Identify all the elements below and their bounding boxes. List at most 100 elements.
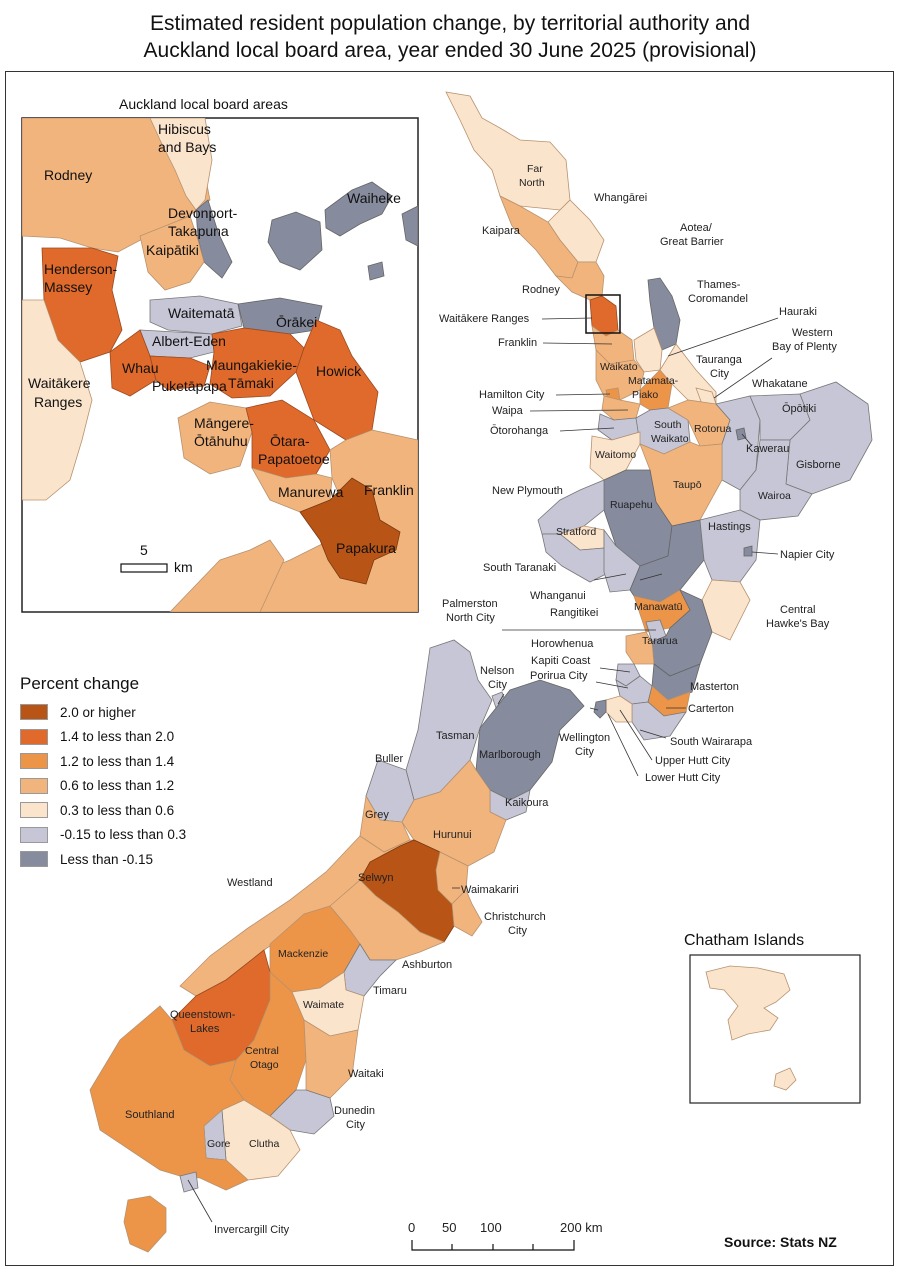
legend-swatch — [20, 777, 48, 794]
auckland-inset: Auckland local board areas — [21, 96, 419, 613]
legend-swatch — [20, 851, 48, 868]
label-matamata-2: Piako — [632, 389, 658, 401]
label-waitomo: Waitomo — [595, 449, 636, 461]
label-tasman: Tasman — [436, 730, 475, 742]
ak-region-mangere — [177, 401, 253, 475]
inset-scale-unit: km — [174, 559, 193, 575]
label-gisborne: Gisborne — [796, 459, 841, 471]
label-chb-1: Central — [780, 604, 815, 616]
label-devonport-2: Takapuna — [168, 223, 229, 239]
region-wellington — [593, 699, 607, 719]
label-masterton: Masterton — [690, 681, 739, 693]
label-gore: Gore — [207, 1138, 231, 1150]
label-waiheke: Waiheke — [347, 190, 401, 206]
label-hibiscus-1: Hibiscus — [158, 121, 211, 137]
legend-item: 0.6 to less than 1.2 — [20, 774, 186, 799]
legend-swatch — [20, 802, 48, 819]
label-tauranga-2: City — [710, 368, 729, 380]
label-south-wairarapa: South Wairarapa — [670, 736, 753, 748]
label-wairoa: Wairoa — [758, 490, 791, 502]
scale-tick-0: 0 — [408, 1220, 415, 1235]
label-manurewa: Manurewa — [278, 484, 344, 500]
label-chb-2: Hawke's Bay — [766, 618, 830, 630]
label-nelson-1: Nelson — [480, 665, 514, 677]
label-christchurch-1: Christchurch — [484, 911, 546, 923]
region-far-north — [445, 91, 571, 211]
label-thames-1: Thames- — [697, 279, 741, 291]
ak-region-devonport — [195, 199, 233, 279]
ak-region-kaipatiki — [139, 215, 205, 291]
ak-region-maungakiekie — [209, 327, 305, 399]
region-rodney — [554, 261, 605, 301]
legend-swatch — [20, 826, 48, 843]
ak-island-2 — [401, 205, 418, 247]
legend-swatch — [20, 753, 48, 770]
label-waikato: Waikato — [600, 361, 638, 373]
label-wbop-2: Bay of Plenty — [772, 341, 837, 353]
label-queenstown-2: Lakes — [190, 1023, 220, 1035]
label-porirua: Porirua City — [530, 670, 588, 682]
ak-region-waiheke — [324, 181, 393, 237]
label-westland: Westland — [227, 877, 273, 889]
label-taupo: Taupō — [673, 479, 702, 491]
label-kapiti: Kapiti Coast — [531, 655, 590, 667]
north-island — [445, 91, 873, 741]
label-wellington-2: City — [575, 746, 594, 758]
legend-title: Percent change — [20, 674, 140, 693]
source-credit: Source: Stats NZ — [724, 1234, 837, 1250]
label-southland: Southland — [125, 1109, 175, 1121]
region-south-wairarapa — [631, 701, 687, 741]
label-opotiki: Ōpōtiki — [782, 403, 816, 415]
label-upper-hutt: Upper Hutt City — [655, 755, 731, 767]
legend-item: 0.3 to less than 0.6 — [20, 798, 186, 823]
label-rangitikei: Rangitikei — [550, 607, 598, 619]
label-maungakiekie-1: Maungakiekie- — [206, 357, 297, 373]
label-rodney-ak: Rodney — [44, 167, 92, 183]
label-otara-1: Ōtara- — [270, 433, 310, 449]
label-south-taranaki: South Taranaki — [483, 562, 556, 574]
label-clutha: Clutha — [249, 1138, 280, 1150]
label-ashburton: Ashburton — [402, 959, 452, 971]
label-buller: Buller — [375, 753, 403, 765]
map-title: Estimated resident population change, by… — [0, 10, 900, 64]
south-island — [89, 639, 585, 1253]
label-kawerau: Kawerau — [746, 443, 789, 455]
leader-lines — [187, 317, 779, 1223]
label-tararua: Tararua — [642, 635, 678, 647]
label-palmerston-1: Palmerston — [442, 598, 498, 610]
label-hauraki: Hauraki — [779, 306, 817, 318]
label-marlborough: Marlborough — [479, 749, 541, 761]
label-grey: Grey — [365, 809, 389, 821]
label-invercargill: Invercargill City — [214, 1224, 290, 1236]
label-waipa: Waipa — [492, 405, 524, 417]
label-otorohanga: Ōtorohanga — [490, 425, 549, 437]
label-tauranga-1: Tauranga — [696, 354, 743, 366]
label-whanganui: Whanganui — [530, 590, 586, 602]
label-devonport-1: Devonport- — [168, 205, 238, 221]
ak-island-1 — [267, 211, 323, 271]
north-island-labels: Far North Whangārei Kaipara Aotea/ Great… — [439, 163, 841, 784]
label-horowhenua: Horowhenua — [531, 638, 594, 650]
inset-scale-bar: 5 km — [120, 542, 193, 575]
label-whau: Whau — [122, 360, 159, 376]
region-hastings — [699, 509, 761, 583]
scale-tick-100: 100 — [480, 1220, 502, 1235]
title-line-1: Estimated resident population change, by… — [149, 12, 751, 35]
legend-label: 1.4 to less than 2.0 — [60, 729, 175, 745]
label-ruapehu: Ruapehu — [610, 499, 653, 511]
label-napier: Napier City — [780, 549, 835, 561]
legend-label: 1.2 to less than 1.4 — [60, 753, 175, 769]
label-matamata-1: Matamata- — [628, 375, 679, 387]
label-far-north-2: North — [519, 177, 545, 189]
label-kaipara: Kaipara — [482, 225, 521, 237]
label-hibiscus-2: and Bays — [158, 139, 216, 155]
label-dunedin-1: Dunedin — [334, 1105, 375, 1117]
region-chatham-pitt — [773, 1067, 797, 1091]
legend: Percent change 2.0 or higher 1.4 to less… — [20, 674, 186, 872]
legend-item: 2.0 or higher — [20, 700, 186, 725]
label-mangere-1: Māngere- — [194, 415, 254, 431]
label-carterton: Carterton — [688, 703, 734, 715]
legend-item: Less than -0.15 — [20, 847, 186, 872]
ak-region-puketapapa — [149, 355, 211, 391]
